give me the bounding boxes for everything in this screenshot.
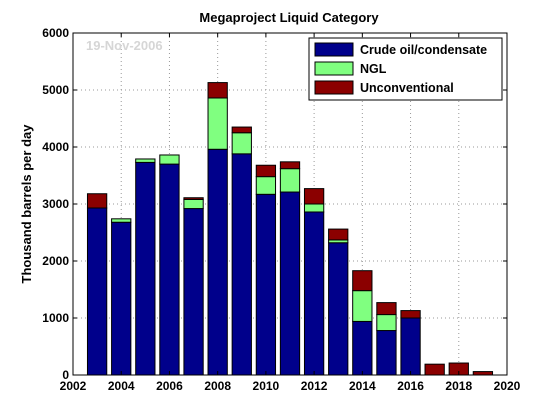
bar-segment — [135, 158, 156, 163]
x-tick-label: 2004 — [108, 379, 135, 393]
bar-segment — [86, 193, 108, 209]
legend-label: Crude oil/condensate — [360, 43, 487, 57]
bar-segment — [183, 197, 204, 200]
bar-segment — [231, 132, 252, 155]
bar-segment — [207, 148, 228, 376]
bar-segment — [255, 164, 277, 178]
bar-segment — [231, 126, 252, 134]
bar-segment — [376, 330, 397, 376]
bar-segment — [279, 191, 301, 376]
y-tick-label: 6000 — [42, 26, 69, 40]
bar-segment — [207, 97, 228, 150]
bar-segment — [207, 82, 228, 99]
bar-segment — [255, 193, 277, 376]
x-tick-label: 2008 — [204, 379, 231, 393]
legend: Crude oil/condensate NGL Unconventional — [308, 37, 503, 101]
bar-segment — [255, 176, 277, 195]
legend-label: NGL — [360, 62, 387, 76]
bar-segment — [111, 221, 132, 376]
bar-segment — [86, 207, 108, 376]
x-tick-label: 2018 — [445, 379, 472, 393]
bar-segment — [303, 203, 325, 213]
y-tick-label: 2000 — [42, 254, 69, 268]
y-tick-label: 1000 — [42, 311, 69, 325]
bar-segment — [328, 228, 349, 241]
y-tick-label: 3000 — [42, 197, 69, 211]
legend-swatch — [314, 80, 354, 95]
bar-segment — [303, 188, 325, 205]
bar-segment — [159, 163, 180, 376]
bar-segment — [135, 161, 156, 376]
x-tick-label: 2006 — [156, 379, 183, 393]
date-watermark: 19-Nov-2006 — [86, 38, 163, 53]
bar-segment — [111, 218, 132, 223]
axis-ticks: 2002 2004 2006 2008 2010 2012 2014 2016 2018 2020… — [42, 26, 520, 393]
y-axis-label: Thousand barrels per day — [19, 124, 34, 284]
bar-segment — [183, 198, 204, 210]
bar-segment — [352, 320, 373, 376]
bar-segment — [279, 168, 301, 193]
bar-segment — [231, 153, 252, 376]
bars — [86, 82, 494, 376]
bar-segment — [352, 290, 373, 322]
bar-segment — [472, 371, 494, 376]
bar-segment — [159, 154, 180, 165]
x-tick-label: 2012 — [301, 379, 328, 393]
bar-segment — [328, 242, 349, 376]
x-tick-label: 2002 — [60, 379, 87, 393]
bar-segment — [183, 208, 204, 376]
bar-segment — [279, 161, 301, 170]
y-tick-label: 4000 — [42, 140, 69, 154]
bar-segment — [376, 314, 397, 332]
bar-segment — [424, 363, 445, 376]
x-tick-label: 2010 — [253, 379, 280, 393]
bar-segment — [376, 302, 397, 316]
legend-label: Unconventional — [360, 81, 454, 95]
legend-swatch — [314, 42, 354, 57]
x-tick-label: 2014 — [349, 379, 376, 393]
x-tick-label: 2020 — [494, 379, 521, 393]
legend-swatch — [314, 61, 354, 76]
bar-segment — [303, 211, 325, 376]
y-tick-label: 0 — [62, 368, 69, 382]
bar-segment — [400, 317, 421, 376]
chart-title: Megaproject Liquid Category — [199, 10, 379, 25]
x-tick-label: 2016 — [397, 379, 424, 393]
bar-segment — [352, 270, 373, 292]
bar-segment — [400, 310, 421, 319]
y-tick-label: 5000 — [42, 83, 69, 97]
